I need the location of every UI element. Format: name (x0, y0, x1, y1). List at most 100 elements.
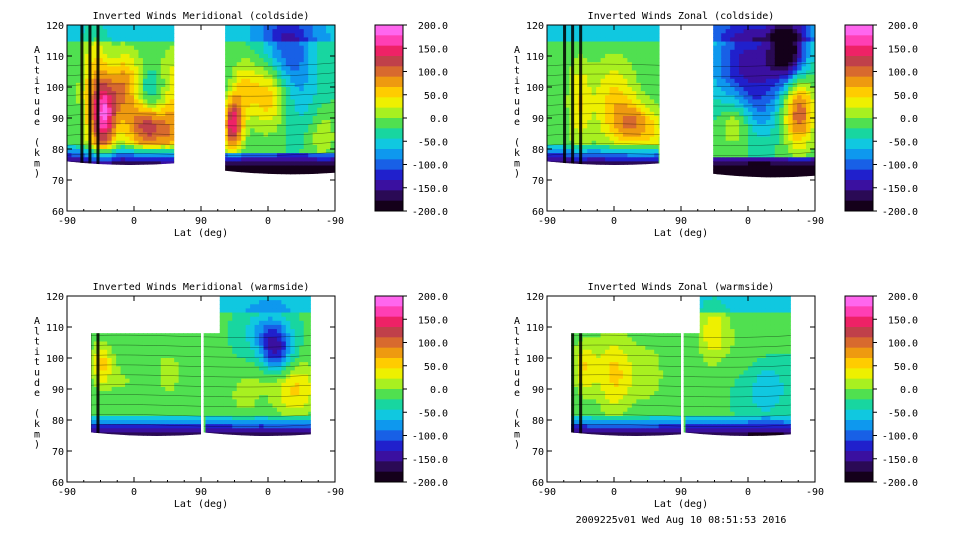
contour-cell (138, 46, 143, 51)
contour-cell (596, 190, 601, 195)
contour-cell (116, 112, 121, 117)
contour-cell (71, 29, 76, 34)
contour-cell (735, 190, 740, 195)
contour-cell (107, 186, 112, 191)
contour-cell (636, 157, 641, 162)
contour-cell (663, 141, 668, 146)
contour-cell (281, 33, 286, 38)
contour-cell (281, 91, 286, 96)
contour-cell (201, 75, 206, 80)
contour-cell (587, 75, 592, 80)
contour-cell (632, 99, 637, 104)
contour-cell (71, 99, 76, 104)
contour-cell (152, 149, 157, 154)
contour-cell (326, 112, 331, 117)
contour-cell (161, 108, 166, 113)
contour-cell (744, 199, 749, 204)
contour-cell (601, 54, 606, 59)
contour-cell (205, 178, 210, 183)
contour-cell (721, 91, 726, 96)
contour-cell (699, 104, 704, 109)
contour-cell (188, 99, 193, 104)
contour-cell (739, 137, 744, 142)
contour-cell (614, 199, 619, 204)
contour-cell (103, 37, 108, 42)
contour-cell (237, 161, 242, 166)
contour-cell (663, 174, 668, 179)
contour-cell (735, 75, 740, 80)
contour-cell (556, 174, 561, 179)
contour-cell (219, 79, 224, 84)
contour-cell (565, 170, 570, 175)
contour-cell (201, 46, 206, 51)
contour-cell (703, 174, 708, 179)
contour-cell (730, 174, 735, 179)
contour-cell (748, 87, 753, 92)
contour-cell (627, 91, 632, 96)
contour-cell (690, 166, 695, 171)
contour-cell (551, 112, 556, 117)
contour-cell (147, 42, 152, 47)
contour-cell (188, 128, 193, 133)
contour-cell (556, 182, 561, 187)
contour-cell (246, 75, 251, 80)
contour-cell (264, 58, 269, 63)
contour-cell (264, 70, 269, 75)
contour-cell (183, 141, 188, 146)
contour-cell (556, 66, 561, 71)
contour-cell (726, 199, 731, 204)
contour-cell (735, 194, 740, 199)
contour-cell (134, 42, 139, 47)
contour-cell (703, 186, 708, 191)
contour-cell (721, 83, 726, 88)
contour-cell (143, 29, 148, 34)
contour-cell (744, 190, 749, 195)
contour-cell (107, 170, 112, 175)
contour-cell (587, 157, 592, 162)
contour-cell (681, 79, 686, 84)
contour-cell (134, 145, 139, 150)
contour-cell (116, 58, 121, 63)
contour-cell (632, 174, 637, 179)
contour-cell (574, 87, 579, 92)
contour-cell (152, 190, 157, 195)
contour-cell (592, 194, 597, 199)
contour-cell (71, 145, 76, 150)
contour-cell (304, 141, 309, 146)
contour-cell (730, 99, 735, 104)
contour-cell (605, 29, 610, 34)
contour-cell (623, 182, 628, 187)
contour-cell (690, 99, 695, 104)
contour-cell (255, 42, 260, 47)
contour-cell (219, 120, 224, 125)
contour-cell (703, 50, 708, 55)
contour-cell (632, 190, 637, 195)
contour-cell (304, 128, 309, 133)
contour-cell (699, 132, 704, 137)
contour-cell (80, 194, 85, 199)
contour-cell (255, 54, 260, 59)
contour-cell (317, 186, 322, 191)
contour-cell (583, 186, 588, 191)
contour-cell (735, 186, 740, 191)
contour-cell (67, 182, 72, 187)
contour-cell (143, 79, 148, 84)
contour-cell (228, 70, 233, 75)
contour-cell (71, 112, 76, 117)
contour-cell (636, 203, 641, 208)
contour-cell (152, 91, 157, 96)
contour-cell (694, 141, 699, 146)
contour-cell (295, 166, 300, 171)
contour-cell (654, 120, 659, 125)
contour-cell (672, 42, 677, 47)
contour-cell (677, 116, 682, 121)
colorbar-swatch (375, 87, 403, 98)
contour-cell (730, 33, 735, 38)
contour-cell (565, 182, 570, 187)
contour-cell (277, 29, 282, 34)
contour-cell (308, 33, 313, 38)
contour-cell (672, 83, 677, 88)
contour-cell (259, 75, 264, 80)
contour-cell (565, 174, 570, 179)
contour-cell (650, 116, 655, 121)
